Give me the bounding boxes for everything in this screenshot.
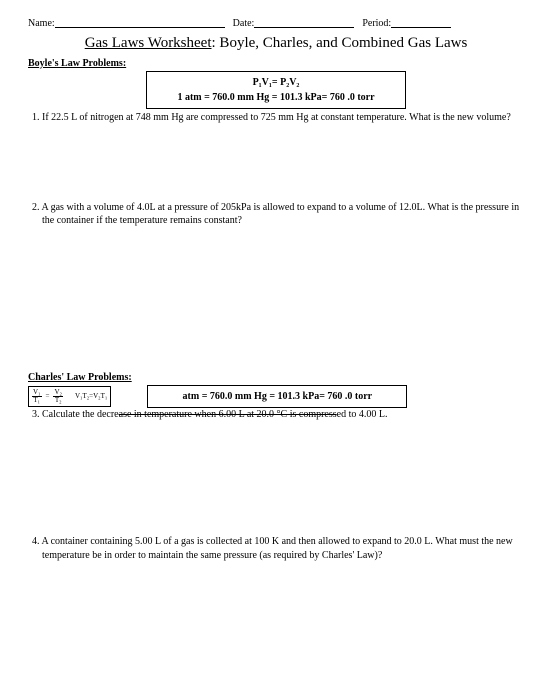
- period-blank[interactable]: [391, 18, 451, 28]
- boyle-formula-bottom: 1 atm = 760.0 mm Hg = 101.3 kPa= 760 .0 …: [153, 90, 399, 105]
- charles-q4: 4. A container containing 5.00 L of a ga…: [28, 535, 524, 562]
- name-label: Name:: [28, 18, 55, 29]
- title-rest: : Boyle, Charles, and Combined Gas Laws: [212, 35, 468, 51]
- worksheet-title: Gas Laws Worksheet: Boyle, Charles, and …: [28, 35, 524, 52]
- charles-formula-box: atm = 760.0 mm Hg = 101.3 kPa= 760 .0 to…: [147, 385, 407, 408]
- ratio-rhs-bot: T₂: [54, 397, 63, 404]
- charles-formula-row: V₁ T₁ = V₂ T₂ V₁T₂=V₂T₁ atm = 760.0 mm H…: [28, 385, 524, 408]
- boyle-q1: 1. If 22.5 L of nitrogen at 748 mm Hg ar…: [28, 111, 524, 125]
- q3-post: ed to 4.00 L.: [337, 409, 388, 420]
- charles-ratio-box: V₁ T₁ = V₂ T₂ V₁T₂=V₂T₁: [28, 386, 111, 407]
- q3-pre: 3. Calculate the decre: [32, 409, 119, 420]
- boyle-q2: 2. A gas with a volume of 4.0L at a pres…: [28, 201, 524, 228]
- name-blank[interactable]: [55, 18, 225, 28]
- charles-q3: 3. Calculate the decrease in temperature…: [28, 408, 524, 422]
- date-label: Date:: [233, 18, 255, 29]
- boyle-heading: Boyle's Law Problems:: [28, 58, 524, 69]
- header-fields: Name: Date: Period:: [28, 18, 524, 29]
- charles-formula-text: atm = 760.0 mm Hg = 101.3 kPa= 760 .0 to…: [154, 389, 400, 404]
- date-blank[interactable]: [254, 18, 354, 28]
- ratio-lhs-bot: T₁: [32, 397, 41, 404]
- period-label: Period:: [362, 18, 391, 29]
- q3-strike: ase in temperature when 6.00 L at 20.0 °…: [119, 409, 337, 420]
- boyle-formula-top: P₁V₁= P₂V₂: [153, 75, 399, 90]
- charles-heading: Charles' Law Problems:: [28, 372, 524, 383]
- title-underlined: Gas Laws Worksheet: [85, 35, 212, 51]
- ratio-form: V₁T₂=V₂T₁: [75, 393, 107, 400]
- ratio-eq1: =: [46, 393, 50, 400]
- boyle-formula-box: P₁V₁= P₂V₂ 1 atm = 760.0 mm Hg = 101.3 k…: [146, 71, 406, 109]
